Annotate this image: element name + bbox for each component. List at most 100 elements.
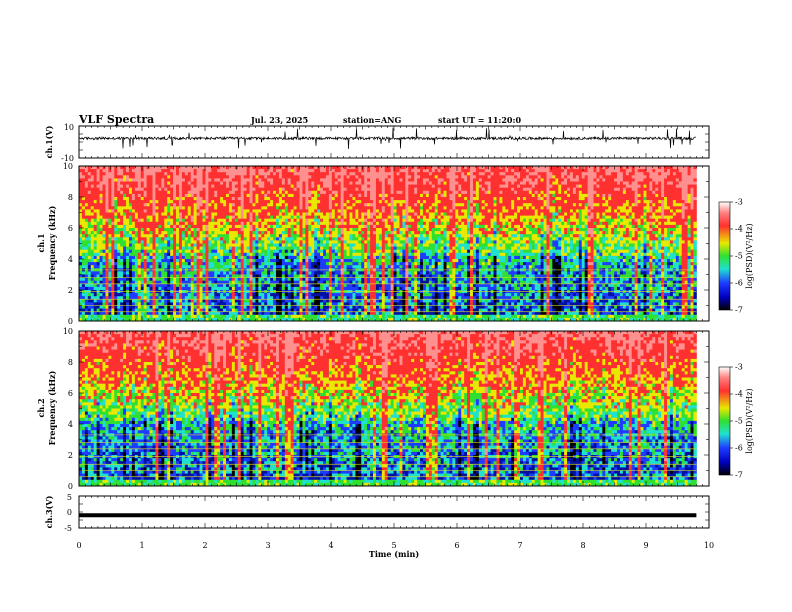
- spec-cell: [505, 178, 509, 182]
- spec-cell: [149, 178, 153, 182]
- spec-cell: [399, 166, 403, 170]
- spec-cell: [87, 166, 92, 170]
- spec-cell: [234, 209, 239, 213]
- spec-cell: [178, 200, 183, 204]
- spec-cell: [675, 215, 680, 220]
- spec-cell: [275, 215, 280, 220]
- spec-cell: [287, 200, 292, 204]
- spec-cell: [664, 197, 668, 201]
- spec-cell: [652, 221, 656, 226]
- spec-cell: [584, 178, 589, 182]
- spec-cell: [578, 209, 583, 213]
- spec-cell: [584, 184, 589, 189]
- spec-cell: [173, 193, 177, 198]
- spec-cell: [458, 231, 462, 235]
- spec-cell: [593, 172, 597, 176]
- spec-cell: [217, 218, 221, 223]
- spec-cell: [278, 172, 283, 176]
- spec-cell: [664, 231, 668, 235]
- spec-cell: [693, 193, 697, 198]
- spec-cell: [425, 215, 430, 220]
- spec-cell: [440, 181, 444, 185]
- spec-cell: [625, 206, 630, 210]
- spec-cell: [290, 206, 295, 210]
- spec-cell: [111, 197, 115, 201]
- spec-cell: [411, 181, 415, 185]
- spec-cell: [258, 234, 262, 238]
- spec-cell: [643, 224, 647, 229]
- spec-cell: [464, 166, 468, 170]
- spec-cell: [234, 237, 239, 241]
- spec-cell: [525, 172, 530, 176]
- spec-cell: [487, 197, 491, 201]
- spec-cell: [137, 172, 142, 176]
- spec-cell: [126, 197, 130, 201]
- spec-cell: [511, 197, 515, 201]
- spec-cell: [152, 187, 156, 192]
- spec-cell: [678, 212, 683, 216]
- spec-cell: [358, 212, 362, 216]
- spec-cell: [128, 181, 133, 185]
- spec-cell: [669, 172, 674, 176]
- spec-cell: [234, 221, 239, 226]
- spec-cell: [637, 193, 641, 198]
- spec-cell: [461, 169, 465, 173]
- spec-cell: [234, 181, 239, 185]
- spec-cell: [525, 234, 530, 238]
- spec-cell: [287, 215, 292, 220]
- spec-cell: [658, 172, 662, 176]
- spec-cell: [149, 169, 153, 173]
- spec-cell: [428, 172, 433, 176]
- spec-cell: [220, 178, 224, 182]
- spec-cell: [564, 212, 568, 216]
- spec-cell: [234, 215, 239, 220]
- spec-cell: [308, 200, 312, 204]
- spec-cell: [275, 187, 280, 192]
- spec-cell: [211, 190, 215, 195]
- spec-cell: [114, 181, 118, 185]
- spec-cell: [255, 231, 259, 235]
- spec-cell: [502, 166, 506, 170]
- spec-cell: [402, 206, 406, 210]
- spec-cell: [502, 231, 506, 235]
- spec-cell: [390, 215, 394, 220]
- spec-cell: [337, 172, 342, 176]
- spec-cell: [220, 228, 224, 232]
- spec-cell: [205, 218, 209, 223]
- spec-cell: [252, 187, 256, 192]
- spec-cell: [178, 209, 183, 213]
- spec-cell: [81, 175, 86, 179]
- spec-cell: [164, 212, 168, 216]
- spec-cell: [211, 172, 215, 176]
- spec-cell: [146, 218, 150, 223]
- spec-cell: [534, 209, 539, 213]
- spec-cell: [287, 237, 292, 241]
- spec-cell: [205, 172, 209, 176]
- spec-cell: [514, 215, 518, 220]
- spec-cell: [690, 212, 694, 216]
- spec-cell: [487, 172, 491, 176]
- spec-cell: [373, 231, 377, 235]
- spec-cell: [637, 224, 641, 229]
- spec-cell: [411, 193, 415, 198]
- spec-cell: [567, 190, 571, 195]
- spec-cell: [625, 178, 630, 182]
- spec-cell: [449, 184, 453, 189]
- spec-cell: [464, 203, 468, 207]
- spec-cell: [490, 166, 494, 170]
- spec-cell: [417, 237, 421, 241]
- spec-cell: [655, 212, 659, 216]
- spec-cell: [390, 178, 394, 182]
- spec-cell: [619, 218, 624, 223]
- spec-cell: [687, 166, 691, 170]
- spec-cell: [669, 175, 674, 179]
- spec-cell: [361, 172, 365, 176]
- spec-cell: [664, 200, 668, 204]
- spec-cell: [131, 187, 136, 192]
- spec-cell: [505, 228, 509, 232]
- spec-cell: [596, 175, 600, 179]
- spec-cell: [267, 178, 271, 182]
- spec-cell: [81, 212, 86, 216]
- spec-cell: [525, 203, 530, 207]
- spec-cell: [399, 172, 403, 176]
